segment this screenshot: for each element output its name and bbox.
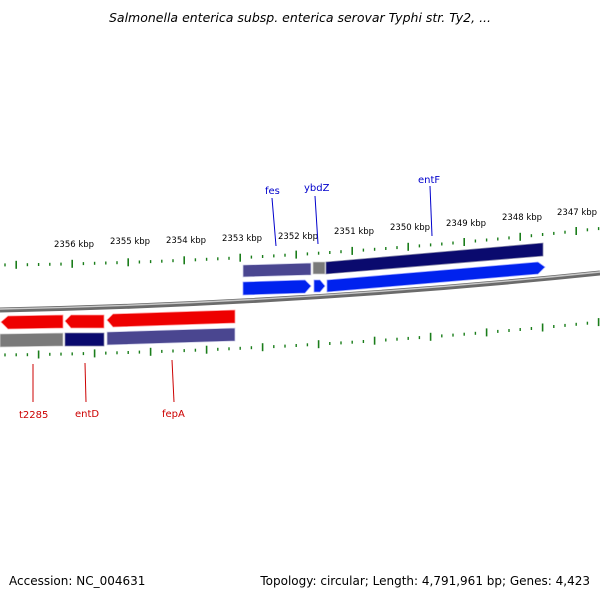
- feature-bar-fepA[interactable]: [106, 327, 236, 346]
- tick-label: 2353 kbp: [222, 234, 262, 244]
- footer-topology-info: Topology: circular; Length: 4,791,961 bp…: [260, 574, 590, 588]
- tick-label: 2350 kbp: [390, 223, 430, 233]
- leader-line-ybdZ: [314, 195, 319, 245]
- gene-label-entF[interactable]: entF: [418, 175, 440, 186]
- reverse-feature-track: [0, 327, 236, 348]
- leader-line-entD: [84, 362, 87, 403]
- leader-line-fepA: [171, 359, 175, 403]
- gene-arrow-fes[interactable]: [242, 279, 312, 296]
- feature-bar-entF[interactable]: [325, 242, 544, 275]
- gene-arrow-fepA[interactable]: [106, 309, 236, 328]
- gene-label-ybdZ[interactable]: ybdZ: [304, 183, 330, 194]
- tick-label: 2355 kbp: [110, 237, 150, 247]
- gene-arrow-entD[interactable]: [64, 314, 105, 329]
- feature-bar-t2285[interactable]: [0, 332, 64, 348]
- reverse-gene-track: [0, 309, 236, 330]
- tick-labels: 2356 kbp 2355 kbp 2354 kbp 2353 kbp 2352…: [54, 208, 597, 250]
- leader-line-fes: [271, 197, 277, 247]
- map-title: Salmonella enterica subsp. enterica sero…: [108, 10, 492, 25]
- forward-feature-track: [242, 242, 544, 278]
- feature-bar-ybdZ[interactable]: [312, 261, 326, 275]
- tick-row-outer: [4, 227, 600, 269]
- tick-row-inner: [4, 318, 600, 359]
- feature-bar-entD[interactable]: [64, 332, 105, 347]
- gene-label-fepA[interactable]: fepA: [162, 409, 185, 420]
- gene-labels: fes ybdZ entF t2285 entD fepA: [19, 175, 440, 421]
- gene-arrow-t2285[interactable]: [0, 314, 64, 330]
- gene-label-t2285[interactable]: t2285: [19, 410, 48, 421]
- tick-label: 2352 kbp: [278, 232, 318, 242]
- gene-label-fes[interactable]: fes: [265, 186, 280, 197]
- gene-arrow-entF[interactable]: [326, 261, 546, 293]
- forward-gene-track: [242, 261, 546, 296]
- tick-label: 2347 kbp: [557, 208, 597, 218]
- genome-backbone: [0, 270, 600, 313]
- tick-label: 2354 kbp: [166, 236, 206, 246]
- tick-label: 2356 kbp: [54, 240, 94, 250]
- gene-label-entD[interactable]: entD: [75, 409, 99, 420]
- genome-backbone-highlight: [0, 271, 600, 310]
- feature-bar-fes[interactable]: [242, 262, 312, 278]
- gene-label-leaders: [32, 185, 433, 403]
- gene-arrow-ybdZ[interactable]: [313, 279, 326, 293]
- tick-label: 2348 kbp: [502, 213, 542, 223]
- tick-label: 2351 kbp: [334, 227, 374, 237]
- tick-label: 2349 kbp: [446, 219, 486, 229]
- footer-accession: Accession: NC_004631: [9, 574, 146, 588]
- leader-line-entF: [429, 185, 433, 237]
